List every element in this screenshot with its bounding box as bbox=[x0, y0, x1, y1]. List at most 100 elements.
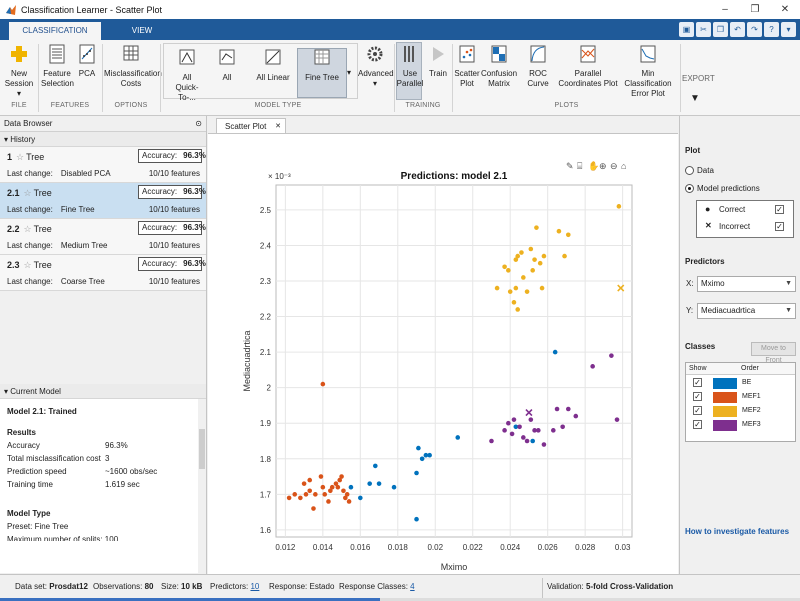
current-model-body: Model 2.1: Trained Results Accuracy 96.3%… bbox=[0, 399, 206, 573]
min-classification-error-button[interactable]: Min Classification Error Plot bbox=[617, 44, 679, 99]
misclassification-costs-button[interactable]: Misclassification Costs bbox=[104, 44, 162, 89]
zoom-out-icon[interactable]: ⊖ bbox=[610, 161, 618, 171]
home-icon[interactable]: ⌂ bbox=[621, 161, 626, 171]
x-tick-label: 0.018 bbox=[388, 543, 409, 552]
train-button[interactable]: Train bbox=[426, 44, 450, 79]
plus-icon bbox=[11, 46, 27, 62]
x-tick-label: 0.016 bbox=[350, 543, 371, 552]
data-point-mef2 bbox=[507, 289, 513, 294]
x-tick-label: 0.012 bbox=[275, 543, 296, 552]
datatip-icon[interactable]: ⌸ bbox=[577, 161, 583, 171]
history-item-2-1[interactable]: 2.1 ☆ Tree Accuracy: 96.3% Last change: Fine… bbox=[0, 183, 206, 219]
data-point-mef3 bbox=[517, 424, 522, 430]
history-item-2-3[interactable]: 2.3 ☆ Tree Accuracy: 96.3% Last change: Coar… bbox=[0, 255, 206, 291]
model-fine-tree-button[interactable]: Fine Tree bbox=[299, 48, 345, 83]
scatter-plot-chart[interactable]: ✎ ⌸ ✋ ⊕ ⊖ ⌂ Predictions: model 2.1 × 10⁻… bbox=[208, 134, 678, 574]
tab-classification-learner[interactable]: CLASSIFICATION LEARNER bbox=[9, 22, 101, 53]
scrollbar-thumb[interactable] bbox=[199, 429, 205, 469]
model-id: 2.3 bbox=[7, 260, 20, 270]
class-row-be[interactable]: ✓ BE bbox=[686, 376, 795, 390]
model-predictions-radio[interactable] bbox=[685, 184, 694, 193]
model-all-linear-button[interactable]: All Linear bbox=[252, 48, 294, 83]
undo-icon[interactable]: ↶ bbox=[730, 22, 745, 37]
collapse-triangle-icon: ▾ bbox=[4, 135, 9, 144]
use-parallel-button[interactable]: Use Parallel bbox=[396, 44, 424, 89]
class-show-checkbox[interactable]: ✓ bbox=[693, 392, 702, 401]
data-point-mef1 bbox=[286, 495, 292, 501]
redo-icon[interactable]: ↷ bbox=[747, 22, 762, 37]
close-button[interactable]: ✕ bbox=[780, 4, 790, 15]
data-point-mef3 bbox=[560, 424, 565, 430]
model-all-button[interactable]: All bbox=[212, 48, 242, 83]
scatter-plot-button[interactable]: Scatter Plot bbox=[454, 44, 480, 89]
data-point-mef1 bbox=[343, 495, 348, 501]
panel-menu-icon[interactable]: ⊙ bbox=[195, 119, 202, 128]
roc-curve-button[interactable]: ROC Curve bbox=[519, 44, 557, 89]
class-show-checkbox[interactable]: ✓ bbox=[693, 378, 702, 387]
parallel-coordinates-button[interactable]: Parallel Coordinates Plot bbox=[558, 44, 618, 89]
new-session-button[interactable]: New Session ▾ bbox=[3, 44, 35, 99]
data-point-mef1 bbox=[335, 484, 341, 490]
star-icon[interactable]: ☆ bbox=[23, 188, 32, 198]
class-show-checkbox[interactable]: ✓ bbox=[693, 406, 702, 415]
pan-icon[interactable]: ✋ bbox=[588, 160, 599, 171]
correct-checkbox[interactable]: ✓ bbox=[775, 205, 784, 214]
restore-button[interactable]: ❐ bbox=[750, 4, 760, 15]
incorrect-label: Incorrect bbox=[719, 222, 751, 231]
confusion-matrix-button[interactable]: Confusion Matrix bbox=[481, 44, 517, 89]
confusion-matrix-label: Confusion Matrix bbox=[481, 69, 518, 88]
history-item-2-2[interactable]: 2.2 ☆ Tree Accuracy: 96.3% Last change: Medi… bbox=[0, 219, 206, 255]
predictors-link[interactable]: 10 bbox=[250, 582, 260, 591]
response-classes-link[interactable]: 4 bbox=[410, 582, 415, 591]
current-model-scrollbar[interactable] bbox=[198, 399, 206, 573]
pca-button[interactable]: PCA bbox=[75, 44, 99, 79]
class-row-mef2[interactable]: ✓ MEF2 bbox=[686, 404, 795, 418]
help-icon[interactable]: ? bbox=[764, 22, 779, 37]
feature-selection-button[interactable]: Feature Selection bbox=[41, 44, 74, 89]
y-predictor-select[interactable]: Mediacuadrtica ▼ bbox=[697, 303, 796, 319]
data-point-mef2 bbox=[532, 257, 537, 262]
brush-icon[interactable]: ✎ bbox=[566, 161, 574, 171]
data-point-mef2 bbox=[515, 307, 521, 312]
x-predictor-select[interactable]: Mximo ▼ bbox=[697, 276, 796, 292]
save-icon[interactable]: ▣ bbox=[679, 22, 694, 37]
gallery-dropdown-icon[interactable]: ▾ bbox=[346, 68, 351, 77]
class-row-mef1[interactable]: ✓ MEF1 bbox=[686, 390, 795, 404]
cut-icon[interactable]: ✂ bbox=[696, 22, 711, 37]
data-point-mef2 bbox=[511, 300, 517, 305]
scatter-plot-label: Scatter Plot bbox=[454, 69, 480, 88]
zoom-in-icon[interactable]: ⊕ bbox=[599, 161, 607, 171]
export-dropdown-icon[interactable]: ▼ bbox=[690, 93, 700, 104]
tab-scatter-plot[interactable]: Scatter Plot ✕ bbox=[216, 118, 286, 133]
move-to-front-button[interactable]: Move to Front bbox=[751, 342, 796, 364]
data-point-mef2 bbox=[541, 253, 547, 259]
data-radio[interactable] bbox=[685, 166, 694, 175]
class-show-checkbox[interactable]: ✓ bbox=[693, 420, 702, 429]
incorrect-point-mef2 bbox=[617, 284, 625, 292]
divider bbox=[160, 44, 161, 112]
tab-close-icon[interactable]: ✕ bbox=[275, 123, 281, 130]
copy-icon[interactable]: ❐ bbox=[713, 22, 728, 37]
investigate-features-link[interactable]: How to investigate features bbox=[685, 527, 790, 536]
incorrect-checkbox[interactable]: ✓ bbox=[775, 222, 784, 231]
status-observations: Observations: 80 bbox=[93, 582, 154, 591]
data-point-mef3 bbox=[573, 413, 579, 419]
class-row-mef3[interactable]: ✓ MEF3 bbox=[686, 418, 795, 432]
class-color-swatch bbox=[713, 406, 737, 417]
advanced-button[interactable]: Advanced ▾ bbox=[358, 44, 394, 89]
history-section-header[interactable]: ▾ History bbox=[0, 132, 206, 147]
data-point-mef3 bbox=[590, 364, 595, 369]
class-name: MEF2 bbox=[742, 407, 761, 414]
star-icon[interactable]: ☆ bbox=[16, 152, 25, 162]
data-point-mef2 bbox=[539, 285, 545, 291]
star-icon[interactable]: ☆ bbox=[23, 224, 32, 234]
history-item-1[interactable]: 1 ☆ Tree Accuracy: 96.3% Last change: Disabl… bbox=[0, 147, 206, 183]
star-icon[interactable]: ☆ bbox=[23, 260, 32, 270]
tab-view[interactable]: VIEW bbox=[131, 26, 153, 35]
minimize-button[interactable]: – bbox=[722, 4, 728, 15]
section-options-label: OPTIONS bbox=[114, 102, 148, 109]
current-model-header[interactable]: ▾ Current Model bbox=[0, 384, 206, 399]
model-all-quick-button[interactable]: All Quick-To-... bbox=[167, 48, 207, 103]
parallel-coordinates-label: Parallel Coordinates Plot bbox=[558, 69, 618, 88]
expand-icon[interactable]: ▾ bbox=[781, 22, 796, 37]
